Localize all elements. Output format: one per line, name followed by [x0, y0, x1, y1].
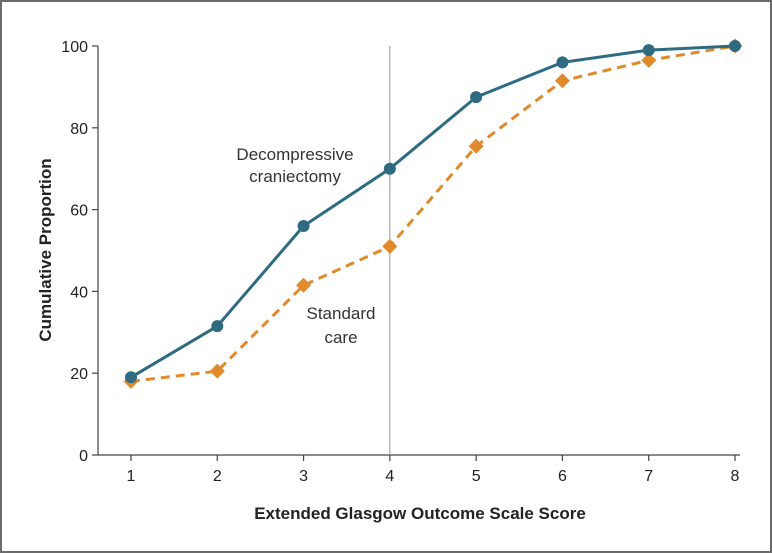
x-tick-label: 7 — [644, 468, 653, 485]
x-tick-label: 4 — [385, 468, 394, 485]
x-tick-label: 8 — [731, 468, 740, 485]
series-label-decompressive-line1: Decompressive — [236, 145, 353, 164]
y-tick-label: 60 — [70, 203, 88, 220]
data-point — [383, 162, 396, 175]
data-point — [470, 91, 483, 104]
data-point — [468, 138, 484, 154]
data-point — [125, 371, 137, 384]
series-label-standard-line1: Standard — [307, 304, 376, 323]
data-point — [641, 52, 657, 68]
series-label-decompressive-line2: craniectomy — [249, 167, 341, 186]
x-tick-label: 2 — [213, 468, 222, 485]
series-label-decompressive: Decompressive craniectomy — [236, 145, 353, 186]
data-point — [642, 44, 655, 57]
x-ticks: 1 2 3 4 5 6 7 8 — [127, 455, 740, 485]
data-point — [554, 73, 570, 89]
series-layer — [123, 38, 743, 389]
series-label-standard-line2: care — [324, 328, 357, 347]
data-point — [209, 363, 225, 379]
series-standard-care — [123, 38, 743, 389]
x-tick-label: 6 — [558, 468, 567, 485]
data-point — [297, 219, 310, 232]
y-tick-label: 0 — [79, 448, 88, 465]
series-label-standard: Standard care — [307, 304, 376, 347]
x-tick-label: 1 — [127, 468, 136, 485]
y-ticks: 0 20 40 60 80 100 — [61, 39, 98, 465]
series-decompressive-craniectomy — [125, 40, 741, 384]
series-line — [130, 44, 736, 379]
y-tick-label: 20 — [70, 366, 88, 383]
y-axis-title: Cumulative Proportion — [36, 158, 55, 341]
data-point — [211, 320, 224, 333]
series-line — [130, 44, 736, 383]
data-point — [729, 40, 741, 52]
data-point — [296, 277, 312, 293]
x-axis-title: Extended Glasgow Outcome Scale Score — [254, 504, 586, 523]
y-tick-label: 100 — [61, 39, 88, 56]
x-tick-label: 3 — [299, 468, 308, 485]
x-tick-label: 5 — [472, 468, 481, 485]
y-tick-label: 80 — [70, 121, 88, 138]
data-point — [556, 56, 569, 69]
y-tick-label: 40 — [70, 284, 88, 301]
axes — [97, 46, 740, 456]
data-point — [382, 238, 398, 254]
